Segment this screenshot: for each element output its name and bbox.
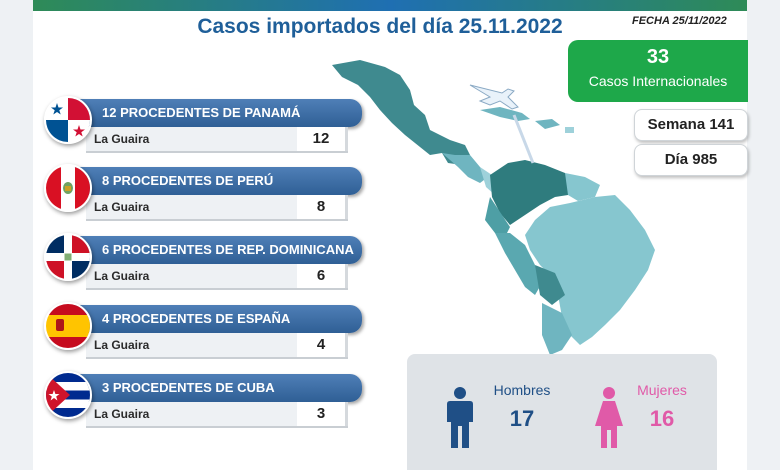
origin-header-bar: 8 PROCEDENTES DE PERÚ [72, 167, 362, 195]
origin-header-text: 3 PROCEDENTES DE CUBA [102, 380, 275, 395]
state-row: La Guaira 12 [86, 127, 348, 153]
origin-header-text: 12 PROCEDENTES DE PANAMÁ [102, 105, 301, 120]
central-america-map [332, 60, 500, 195]
date-label: FECHA 25/11/2022 [632, 15, 727, 27]
international-cases-box: 33 Casos Internacionales [568, 40, 748, 102]
caribbean-map [480, 107, 574, 133]
americas-map [332, 60, 655, 355]
state-name: La Guaira [94, 200, 150, 214]
state-name: La Guaira [94, 132, 150, 146]
panama-flag-icon [44, 96, 92, 144]
state-count: 12 [297, 127, 348, 151]
dominican-republic-flag-icon [44, 233, 92, 281]
peru-flag-icon [44, 164, 92, 212]
top-banner [33, 0, 747, 11]
female-count: 16 [649, 406, 675, 431]
origin-header-text: 6 PROCEDENTES DE REP. DOMINICANA [102, 242, 354, 257]
male-person-icon [447, 387, 473, 448]
male-count: 17 [509, 406, 535, 431]
origin-header-bar: 12 PROCEDENTES DE PANAMÁ [72, 99, 362, 127]
day-badge: Día 985 [634, 144, 748, 176]
origin-row-cuba: 3 PROCEDENTES DE CUBA La Guaira 3 [44, 371, 364, 431]
state-name: La Guaira [94, 407, 150, 421]
airplane-icon [469, 84, 535, 164]
origin-header-bar: 3 PROCEDENTES DE CUBA [72, 374, 362, 402]
origin-header-text: 8 PROCEDENTES DE PERÚ [102, 173, 274, 188]
state-count: 4 [297, 333, 348, 357]
state-count: 3 [297, 402, 348, 426]
international-cases-count: 33 [646, 46, 670, 68]
origin-header-bar: 4 PROCEDENTES DE ESPAÑA [72, 305, 362, 333]
week-badge: Semana 141 [634, 109, 748, 141]
female-person-icon [595, 387, 623, 448]
origin-row-dominican-republic: 6 PROCEDENTES DE REP. DOMINICANA La Guai… [44, 233, 364, 293]
state-row: La Guaira 3 [86, 402, 348, 428]
cuba-flag-icon [44, 371, 92, 419]
state-row: La Guaira 6 [86, 264, 348, 290]
female-stats: Mujeres 16 [627, 382, 697, 432]
state-name: La Guaira [94, 269, 150, 283]
international-cases-label: Casos Internacionales [588, 73, 728, 89]
male-stats: Hombres 17 [487, 382, 557, 432]
state-count: 6 [297, 264, 348, 288]
female-label: Mujeres [637, 382, 687, 398]
state-row: La Guaira 4 [86, 333, 348, 359]
page-title: Casos importados del día 25.11.2022 [197, 15, 563, 38]
male-label: Hombres [493, 382, 551, 398]
state-count: 8 [297, 195, 348, 219]
origin-row-panama: 12 PROCEDENTES DE PANAMÁ La Guaira 12 [44, 96, 364, 156]
south-america-map [485, 160, 655, 355]
origin-header-text: 4 PROCEDENTES DE ESPAÑA [102, 311, 291, 326]
state-name: La Guaira [94, 338, 150, 352]
origin-row-peru: 8 PROCEDENTES DE PERÚ La Guaira 8 [44, 164, 364, 224]
left-margin [0, 0, 33, 470]
right-margin [747, 0, 780, 470]
state-row: La Guaira 8 [86, 195, 348, 221]
origin-header-bar: 6 PROCEDENTES DE REP. DOMINICANA [72, 236, 362, 264]
spain-flag-icon [44, 302, 92, 350]
gender-breakdown-panel: Hombres 17 Mujeres 16 [407, 354, 717, 470]
origin-row-spain: 4 PROCEDENTES DE ESPAÑA La Guaira 4 [44, 302, 364, 362]
